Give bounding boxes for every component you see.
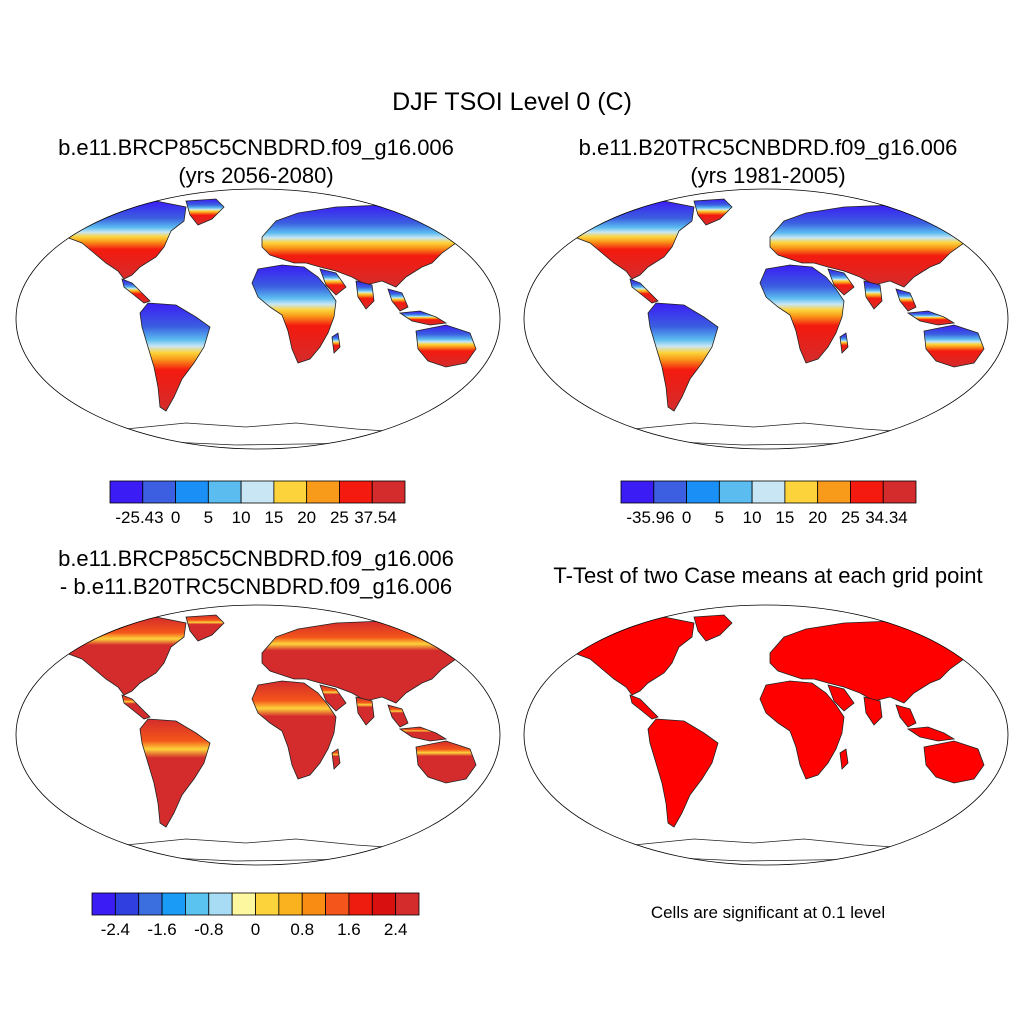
colorbar-1: -25.43 0 5 10 15 20 25 37.54 (109, 480, 406, 527)
figure-title: DJF TSOI Level 0 (C) (392, 88, 632, 116)
colorbar-label: 34.34 (865, 508, 908, 527)
map-panel-2 (523, 188, 1009, 450)
colorbar-label: -0.8 (194, 920, 223, 939)
colorbar-label: -25.43 (115, 508, 163, 527)
colorbar-swatch (348, 892, 373, 916)
colorbar-label: -2.4 (101, 920, 130, 939)
colorbar-label: 37.54 (354, 508, 397, 527)
colorbar-swatch (718, 480, 753, 504)
colorbar-swatch (231, 892, 256, 916)
panel4-title-line1: T-Test of two Case means at each grid po… (553, 563, 983, 588)
significance-note: Cells are significant at 0.1 level (650, 903, 886, 922)
colorbar-label: 1.6 (337, 920, 361, 939)
colorbar-swatch (339, 480, 373, 504)
colorbar-label: 10 (743, 508, 762, 527)
panel2-title-line1: b.e11.B20TRC5CNBDRD.f09_g16.006 (578, 135, 958, 160)
panel3-title-line1: b.e11.BRCP85C5CNBDRD.f09_g16.006 (58, 546, 454, 571)
panel1-title-line2: (yrs 2056-2080) (178, 163, 334, 188)
colorbar-swatch (273, 480, 308, 504)
colorbar-swatch (301, 892, 326, 916)
colorbar-swatch (817, 480, 851, 504)
colorbar-3: -2.4 -1.6 -0.8 0 0.8 1.6 2.4 (91, 892, 420, 939)
colorbar-swatch (109, 480, 144, 504)
colorbar-swatch (91, 892, 116, 916)
colorbar-label: 0.8 (290, 920, 314, 939)
colorbar-swatch (850, 480, 884, 504)
colorbar-label: 0 (251, 920, 260, 939)
colorbar-swatch (161, 892, 186, 916)
colorbar-label: 5 (715, 508, 724, 527)
colorbar-label: 2.4 (384, 920, 408, 939)
panel1-title-line1: b.e11.BRCP85C5CNBDRD.f09_g16.006 (58, 135, 454, 160)
colorbar-swatch (653, 480, 687, 504)
colorbar-label: 25 (330, 508, 349, 527)
colorbar-label: 15 (775, 508, 794, 527)
colorbar-label: 10 (232, 508, 251, 527)
colorbar-label: -1.6 (147, 920, 176, 939)
colorbar-swatch (114, 892, 140, 916)
colorbar-label: 20 (297, 508, 316, 527)
colorbar-swatch (306, 480, 340, 504)
colorbar-2: -35.96 0 5 10 15 20 25 34.34 (620, 480, 917, 527)
colorbar-swatch (325, 892, 350, 916)
colorbar-label: 20 (808, 508, 827, 527)
panel4-title: T-Test of two Case means at each grid po… (512, 562, 1024, 590)
colorbar-swatch (185, 892, 210, 916)
colorbar-label: 25 (841, 508, 860, 527)
colorbar-label: 5 (204, 508, 213, 527)
colorbar-swatch (255, 892, 280, 916)
panel1-title: b.e11.BRCP85C5CNBDRD.f09_g16.006 (yrs 20… (0, 134, 512, 190)
map-panel-4 (523, 604, 1009, 866)
colorbar-swatch (142, 480, 176, 504)
colorbar-swatch (882, 480, 917, 504)
colorbar-swatch (395, 892, 420, 916)
panel3-title-line2: - b.e11.B20TRC5CNBDRD.f09_g16.006 (59, 574, 453, 599)
colorbar-swatch (240, 480, 275, 504)
colorbar-label: 15 (264, 508, 283, 527)
colorbar-swatch (751, 480, 786, 504)
map-panel-3 (15, 604, 501, 866)
panel3-title: b.e11.BRCP85C5CNBDRD.f09_g16.006 - b.e11… (0, 545, 512, 601)
colorbar-swatch (784, 480, 819, 504)
colorbar-swatch (371, 480, 406, 504)
panel2-title: b.e11.B20TRC5CNBDRD.f09_g16.006 (yrs 198… (512, 134, 1024, 190)
colorbar-label: 0 (682, 508, 691, 527)
colorbar-label: 0 (171, 508, 180, 527)
colorbar-swatch (138, 892, 163, 916)
colorbar-swatch (686, 480, 720, 504)
colorbar-swatch (371, 892, 397, 916)
colorbar-swatch (278, 892, 303, 916)
colorbar-swatch (620, 480, 655, 504)
colorbar-swatch (207, 480, 242, 504)
panel2-title-line2: (yrs 1981-2005) (690, 163, 846, 188)
colorbar-swatch (208, 892, 233, 916)
map-panel-1 (15, 188, 501, 450)
colorbar-swatch (175, 480, 209, 504)
colorbar-label: -35.96 (626, 508, 674, 527)
